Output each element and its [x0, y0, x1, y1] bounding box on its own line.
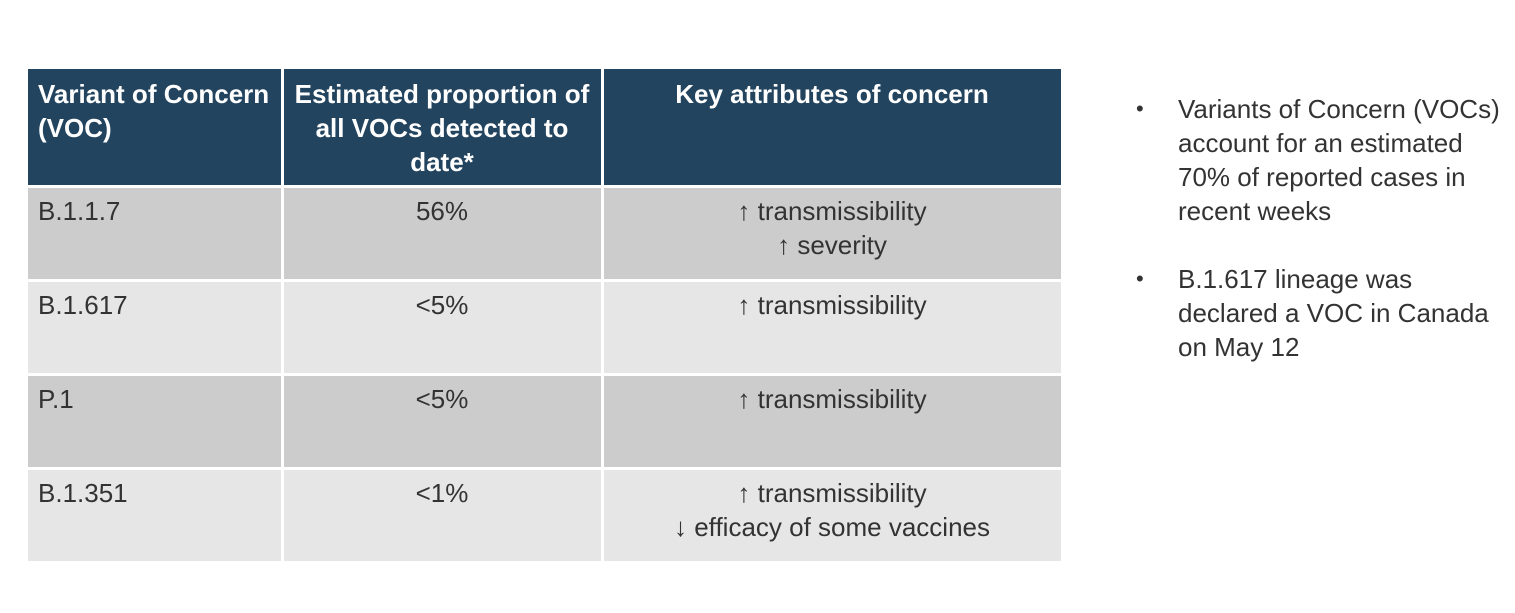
table-row: B.1.1.7 56% ↑ transmissibility ↑ severit…	[28, 185, 1064, 282]
proportion-cell: <1%	[280, 467, 604, 564]
proportion-cell: <5%	[280, 279, 604, 376]
attributes-cell: ↑ transmissibility	[600, 373, 1064, 470]
attributes-cell: ↑ transmissibility ↓ efficacy of some va…	[600, 467, 1064, 564]
header-attributes: Key attributes of concern	[600, 66, 1064, 188]
bullet-marker: •	[1136, 266, 1144, 291]
bullet-marker: •	[1136, 96, 1144, 121]
bullet-list: • Variants of Concern (VOCs) account for…	[1132, 92, 1502, 398]
table-row: B.1.617 <5% ↑ transmissibility	[28, 279, 1064, 376]
voc-table: Variant of Concern (VOC) Estimated propo…	[28, 66, 1064, 564]
table-row: B.1.351 <1% ↑ transmissibility ↓ efficac…	[28, 467, 1064, 564]
bullet-text: Variants of Concern (VOCs) account for a…	[1178, 94, 1500, 226]
proportion-cell: 56%	[280, 185, 604, 282]
proportion-cell: <5%	[280, 373, 604, 470]
bullet-item: • B.1.617 lineage was declared a VOC in …	[1132, 262, 1502, 364]
variant-cell: B.1.351	[28, 467, 284, 564]
attribute-line: ↑ transmissibility	[737, 384, 927, 414]
attributes-cell: ↑ transmissibility ↑ severity	[600, 185, 1064, 282]
bullet-text: B.1.617 lineage was declared a VOC in Ca…	[1178, 264, 1489, 362]
table-row: P.1 <5% ↑ transmissibility	[28, 373, 1064, 470]
variant-cell: P.1	[28, 373, 284, 470]
bullet-item: • Variants of Concern (VOCs) account for…	[1132, 92, 1502, 228]
table-header-row: Variant of Concern (VOC) Estimated propo…	[28, 66, 1064, 188]
attributes-cell: ↑ transmissibility	[600, 279, 1064, 376]
header-proportion: Estimated proportion of all VOCs detecte…	[280, 66, 604, 188]
attribute-line: ↓ efficacy of some vaccines	[674, 512, 990, 542]
attribute-line: ↑ transmissibility	[737, 196, 927, 226]
attribute-line: ↑ transmissibility	[737, 290, 927, 320]
attribute-line: ↑ severity	[777, 230, 887, 260]
variant-cell: B.1.1.7	[28, 185, 284, 282]
variant-cell: B.1.617	[28, 279, 284, 376]
header-variant: Variant of Concern (VOC)	[28, 66, 284, 188]
attribute-line: ↑ transmissibility	[737, 478, 927, 508]
